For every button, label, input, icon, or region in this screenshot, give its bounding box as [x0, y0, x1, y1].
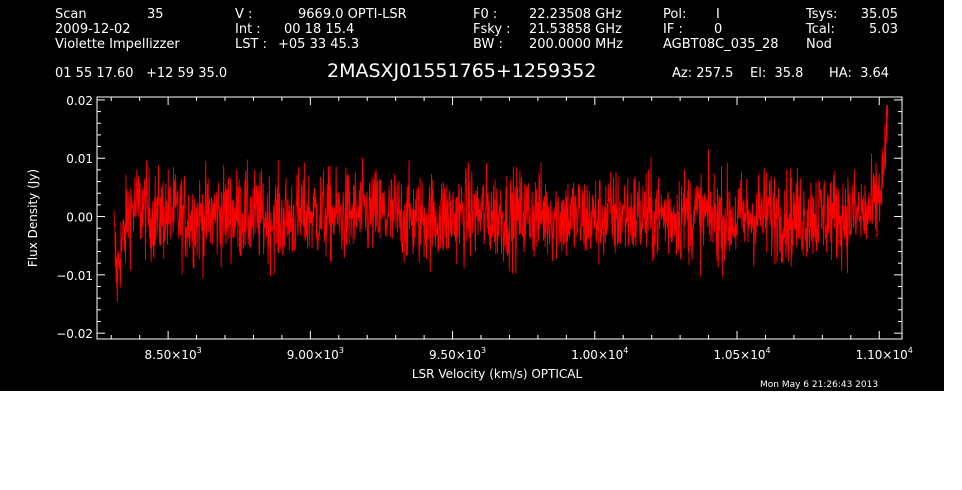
x-tick-label: 8.50×103 — [145, 346, 202, 362]
tsys-value: 35.05 — [860, 7, 898, 22]
velocity-label: V : — [235, 7, 253, 22]
tcal-value: 5.03 — [869, 22, 898, 37]
x-tick-label: 1.00×104 — [571, 346, 628, 362]
tcal-label: Tcal: — [806, 22, 835, 37]
y-tick-label: 0.02 — [66, 94, 93, 108]
lst-label: LST : — [235, 37, 267, 52]
spectrum-plot: 8.50×103 9.00×103 9.50×103 1.00×104 1.05×104… — [26, 94, 913, 381]
hour-angle: HA: 3.64 — [829, 66, 890, 81]
fsky-value: 21.53858 GHz — [529, 22, 622, 37]
if-value: 0 — [714, 22, 723, 37]
y-tick-label: −0.02 — [56, 327, 93, 341]
scan-label: Scan — [55, 7, 87, 22]
velocity-value: 9669.0 OPTI-LSR — [298, 7, 407, 22]
observer: Violette Impellizzer — [55, 37, 180, 52]
scan-number: 35 — [147, 7, 164, 22]
if-label: IF : — [663, 22, 683, 37]
spectrum-trace — [113, 104, 889, 302]
obs-date: 2009-12-02 — [55, 22, 131, 37]
y-axis-label: Flux Density (Jy) — [26, 169, 40, 267]
datestamp: Mon May 6 21:26:43 2013 — [760, 380, 879, 390]
lst-value: +05 33 45.3 — [278, 37, 360, 52]
y-tick-label: 0.01 — [66, 152, 93, 166]
int-label: Int : — [235, 22, 261, 37]
y-tick-label: −0.01 — [56, 269, 93, 283]
fsky-label: Fsky : — [473, 22, 511, 37]
int-value: 00 18 15.4 — [284, 22, 355, 37]
project-id: AGBT08C_035_28 — [663, 37, 779, 52]
bw-value: 200.0000 MHz — [529, 37, 623, 52]
pol-value: I — [716, 7, 720, 22]
tsys-label: Tsys: — [806, 7, 838, 22]
f0-value: 22.23508 GHz — [529, 7, 622, 22]
pol-label: Pol: — [663, 7, 687, 22]
proc-mode: Nod — [806, 37, 832, 52]
azimuth: Az: 257.5 — [672, 66, 734, 81]
source-coords: 01 55 17.60 +12 59 35.0 — [55, 66, 228, 81]
y-tick-label: 0.00 — [66, 211, 93, 225]
source-name: 2MASXJ01551765+1259352 — [327, 60, 597, 82]
plot-frame — [96, 96, 903, 340]
f0-label: F0 : — [473, 7, 498, 22]
x-tick-label: 9.50×103 — [429, 346, 486, 362]
x-tick-label: 1.10×104 — [856, 346, 913, 362]
plot-panel: Scan 35 2009-12-02 Violette Impellizzer … — [0, 0, 944, 391]
x-tick-label: 9.00×103 — [287, 346, 344, 362]
bw-label: BW : — [473, 37, 503, 52]
x-axis-label: LSR Velocity (km/s) OPTICAL — [412, 367, 583, 381]
elevation: El: 35.8 — [750, 66, 804, 81]
x-tick-label: 1.05×104 — [713, 346, 770, 362]
